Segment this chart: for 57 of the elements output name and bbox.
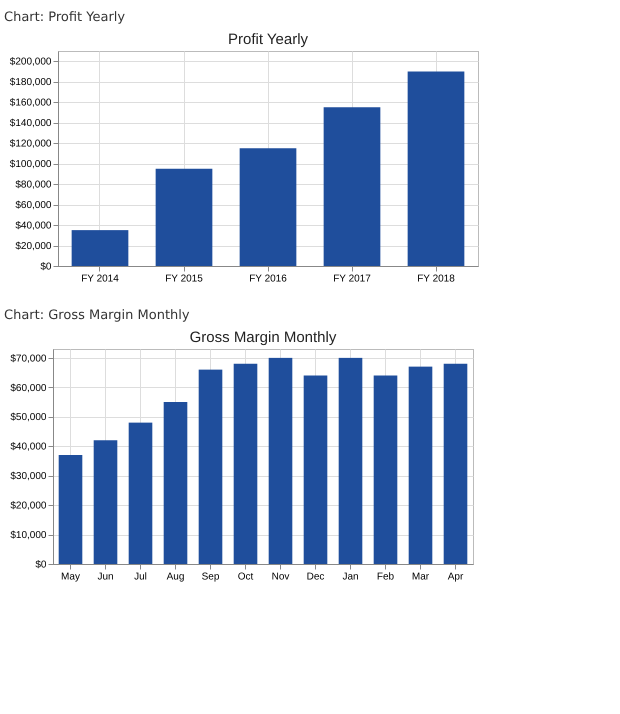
y-tick-label: $30,000 xyxy=(10,471,47,482)
bar xyxy=(94,440,118,564)
x-tick-label: Aug xyxy=(166,572,184,582)
y-tick-label: $20,000 xyxy=(10,500,47,512)
y-tick-label: $160,000 xyxy=(10,98,52,109)
chart-title: Gross Margin Monthly xyxy=(190,329,337,346)
bar xyxy=(324,107,380,266)
y-tick-label: $0 xyxy=(40,262,52,272)
x-tick-label: FY 2014 xyxy=(81,274,120,284)
y-tick-label: $60,000 xyxy=(15,200,52,212)
y-tick-label: $180,000 xyxy=(10,77,52,88)
bar xyxy=(72,230,128,266)
y-tick-label: $120,000 xyxy=(10,138,52,150)
x-tick-label: Feb xyxy=(376,572,395,582)
x-tick-label: FY 2016 xyxy=(249,274,288,284)
bar xyxy=(156,168,212,266)
text: Chart: Gross Margin Monthly xyxy=(4,308,191,323)
bar xyxy=(198,370,222,564)
y-tick-label: $80,000 xyxy=(15,180,52,191)
x-tick-label: Apr xyxy=(448,572,464,582)
bar xyxy=(408,71,464,266)
y-tick-label: $0 xyxy=(35,560,47,570)
x-tick-label: Dec xyxy=(306,572,324,582)
x-tick-label: Jul xyxy=(134,572,147,582)
y-tick-label: $100,000 xyxy=(10,159,52,170)
x-tick-label: Mar xyxy=(412,572,430,582)
x-tick-label: FY 2018 xyxy=(417,274,456,284)
text: Chart: Profit Yearly xyxy=(4,10,126,25)
x-tick-label: Sep xyxy=(202,572,220,582)
chart-title: Profit Yearly xyxy=(228,31,309,48)
y-tick-label: $40,000 xyxy=(10,442,47,453)
bar xyxy=(58,455,82,564)
y-tick-label: $10,000 xyxy=(10,530,47,542)
bar xyxy=(164,402,188,564)
bar xyxy=(234,364,258,564)
y-tick-label: $50,000 xyxy=(10,412,47,424)
y-tick-label: $60,000 xyxy=(10,382,47,394)
bar xyxy=(240,148,296,266)
bar xyxy=(128,422,152,564)
x-tick-label: Jan xyxy=(342,572,359,582)
x-tick-label: Nov xyxy=(272,572,290,582)
x-tick-label: FY 2017 xyxy=(333,274,372,284)
bar xyxy=(268,358,292,564)
y-tick-label: $200,000 xyxy=(10,56,52,68)
x-tick-label: May xyxy=(61,572,80,582)
x-tick-label: FY 2015 xyxy=(165,274,204,284)
y-tick-label: $140,000 xyxy=(10,118,52,130)
y-tick-label: $20,000 xyxy=(15,241,52,252)
bar xyxy=(408,366,432,564)
x-tick-label: Jun xyxy=(97,572,114,582)
y-tick-label: $70,000 xyxy=(10,353,47,364)
x-tick-label: Oct xyxy=(238,572,254,582)
bar xyxy=(304,376,328,564)
bar xyxy=(374,376,398,564)
bar xyxy=(444,364,468,564)
bar xyxy=(338,358,362,564)
y-tick-label: $40,000 xyxy=(15,220,52,232)
